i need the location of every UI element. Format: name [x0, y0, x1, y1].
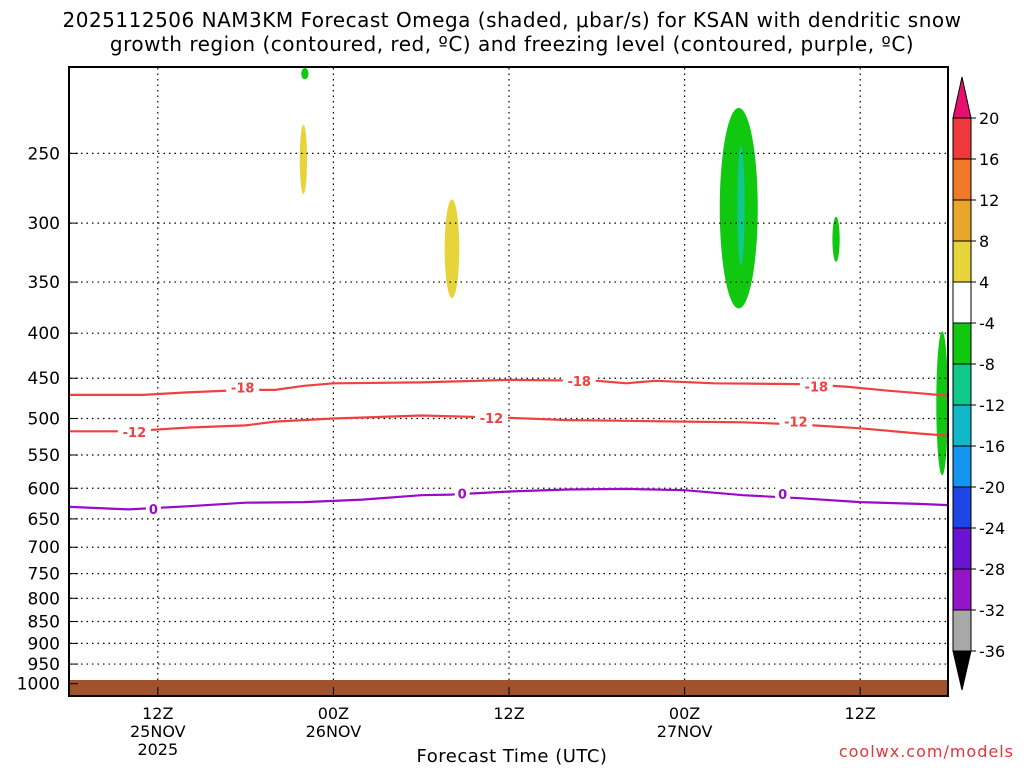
plot-frame: [68, 66, 949, 697]
colorbar-label: -12: [979, 396, 1005, 415]
y-tick-label: 1000: [17, 675, 60, 695]
y-tick-label: 850: [28, 613, 60, 633]
colorbar-swatch: [952, 363, 972, 406]
x-tick-label: 12Z: [845, 704, 876, 723]
y-tick-label: 600: [28, 479, 60, 499]
chart-subtitle: growth region (contoured, red, ºC) and f…: [109, 32, 915, 56]
contour-label: -18: [567, 375, 591, 390]
contour-label: -12: [784, 416, 808, 431]
colorbar-swatch: [952, 322, 972, 365]
y-tick-label: 500: [28, 410, 60, 430]
colorbar-label: 4: [979, 273, 989, 292]
x-tick-label: 12Z: [493, 704, 524, 723]
contour-label-bg: [799, 378, 833, 394]
colorbar-arrow-top: [952, 76, 972, 119]
contour-label-bg: [779, 413, 813, 429]
contour-label-bg: [226, 379, 260, 395]
colorbar-label: 8: [979, 232, 989, 251]
x-axis-title: Forecast Time (UTC): [416, 746, 608, 767]
contour-label-bg: [454, 485, 470, 501]
colorbar-swatch: [952, 486, 972, 529]
colorbar-swatch: [952, 568, 972, 611]
colorbar-swatch: [952, 240, 972, 283]
contour-label-bg: [474, 409, 508, 425]
contour-label: -12: [480, 412, 504, 427]
x-tick-label: 27NOV: [657, 722, 713, 741]
contour-label: -18: [805, 381, 829, 396]
colorbar-label: -16: [979, 437, 1005, 456]
colorbar-swatch: [952, 445, 972, 488]
omega-region: [444, 199, 460, 299]
x-tick-label: 12Z: [142, 704, 173, 723]
colorbar-swatch: [952, 158, 972, 201]
contour-label-bg: [145, 500, 161, 516]
omega-region: [737, 145, 745, 266]
contour-label-bg: [117, 424, 151, 440]
omega-region: [936, 331, 948, 476]
contour-label: 0: [149, 503, 158, 518]
y-tick-label: 550: [28, 446, 60, 466]
colorbar-swatch: [952, 527, 972, 570]
y-tick-label: 250: [28, 144, 60, 164]
x-tick-label: 00Z: [318, 704, 349, 723]
colorbar-label: -28: [979, 560, 1005, 579]
colorbar-label: -36: [979, 642, 1005, 661]
omega-region: [832, 216, 840, 262]
contour-line: [69, 487, 949, 511]
colorbar-label: 12: [979, 191, 999, 210]
colorbar-label: 20: [979, 109, 999, 128]
y-tick-label: 950: [28, 655, 60, 675]
y-tick-label: 750: [28, 565, 60, 585]
y-tick-label: 450: [28, 369, 60, 389]
colorbar-label: -24: [979, 519, 1005, 538]
y-tick-label: 700: [28, 538, 60, 558]
x-tick-label: 25NOV: [130, 722, 186, 741]
colorbar-swatch: [952, 609, 972, 652]
y-tick-label: 650: [28, 510, 60, 530]
colorbar-label: -4: [979, 314, 995, 333]
colorbar-swatch: [952, 199, 972, 242]
colorbar-label: -8: [979, 355, 995, 374]
colorbar-label: 16: [979, 150, 999, 169]
omega-region: [299, 124, 308, 194]
y-tick-label: 400: [28, 324, 60, 344]
colorbar-label: -20: [979, 478, 1005, 497]
contour-label-bg: [775, 485, 791, 501]
y-tick-label: 350: [28, 273, 60, 293]
colorbar-arrow-bottom: [952, 650, 972, 691]
y-tick-label: 300: [28, 214, 60, 234]
x-tick-label: 26NOV: [306, 722, 362, 741]
colorbar-swatch: [952, 117, 972, 160]
y-tick-label: 900: [28, 634, 60, 654]
contour-label: -18: [231, 381, 255, 396]
credit-text: coolwx.com/models: [838, 742, 1014, 761]
contour-label: 0: [458, 487, 467, 502]
colorbar-swatch: [952, 281, 972, 324]
chart-title: 2025112506 NAM3KM Forecast Omega (shaded…: [62, 8, 962, 32]
contour-label-bg: [562, 372, 596, 388]
contour-label: -12: [123, 426, 147, 441]
contour-line: [70, 414, 949, 437]
colorbar-swatch: [952, 404, 972, 447]
x-tick-label: 2025: [137, 740, 178, 759]
x-tick-label: 00Z: [669, 704, 700, 723]
y-tick-label: 800: [28, 589, 60, 609]
contour-label: 0: [778, 488, 787, 503]
omega-region: [301, 68, 309, 80]
colorbar-label: -32: [979, 601, 1005, 620]
